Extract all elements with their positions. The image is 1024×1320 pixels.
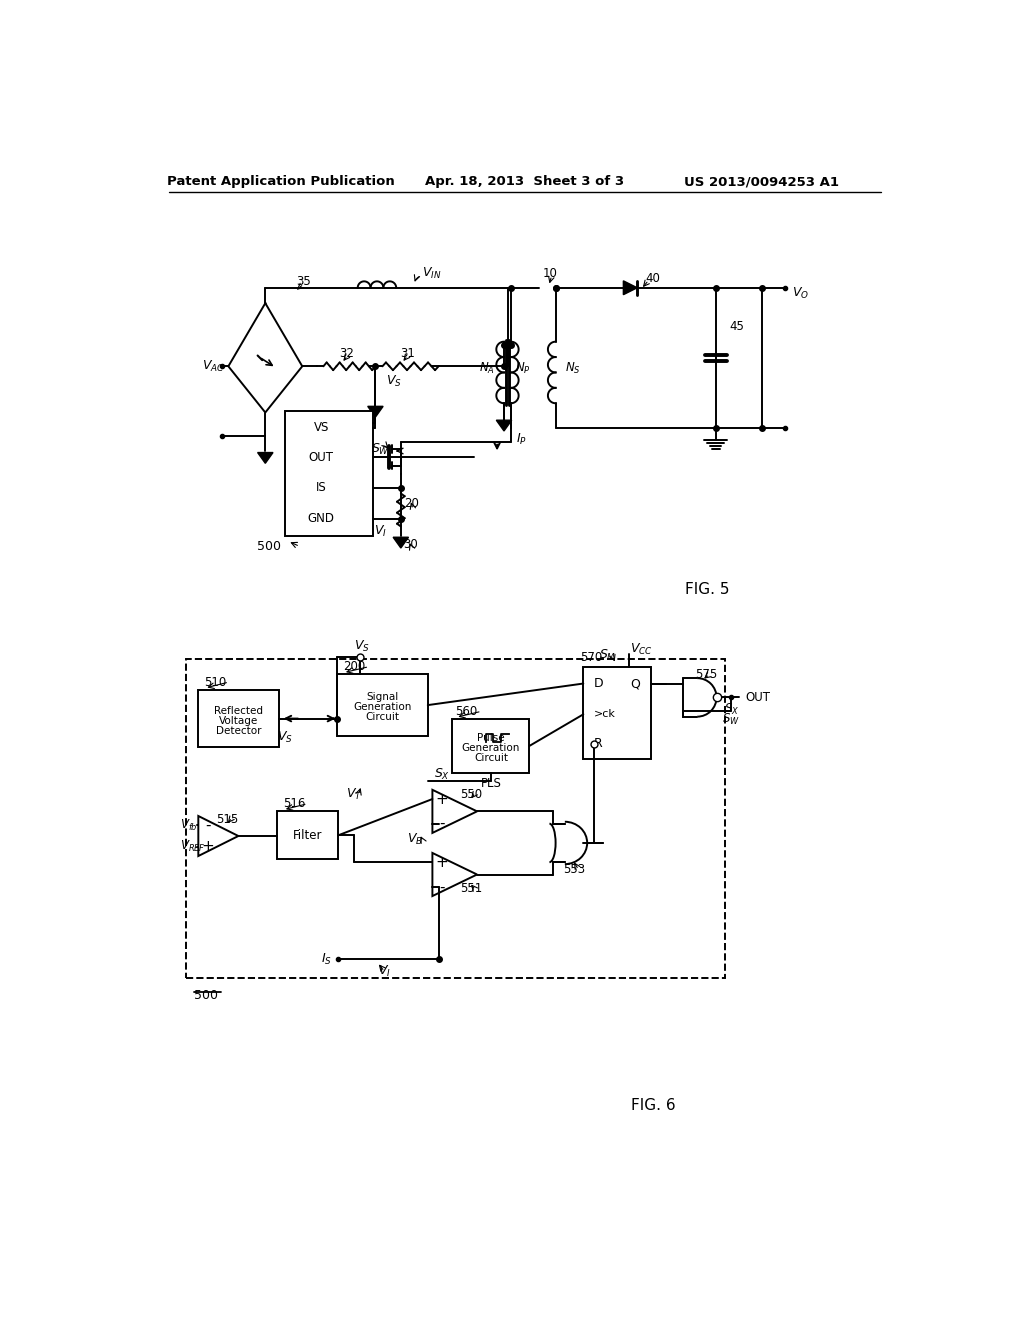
Text: $V_T$: $V_T$ [346,787,362,803]
Text: +: + [201,840,214,854]
Text: D: D [594,677,604,690]
Text: $V_I$: $V_I$ [378,964,391,979]
Text: Circuit: Circuit [474,754,508,763]
Bar [186,659,725,978]
Text: $N_A$: $N_A$ [479,362,495,376]
Text: Apr. 18, 2013  Sheet 3 of 3: Apr. 18, 2013 Sheet 3 of 3 [425,176,625,187]
Text: GND: GND [307,512,335,525]
Text: Pulse: Pulse [477,733,505,743]
Text: Q: Q [631,677,640,690]
Text: $S_W$: $S_W$ [722,711,740,726]
Text: $I_S$: $I_S$ [322,952,333,966]
Polygon shape [393,537,409,548]
Text: -: - [439,879,444,895]
Polygon shape [368,407,383,417]
Text: $V_S$: $V_S$ [276,730,293,744]
Polygon shape [258,453,273,463]
Text: 200: 200 [343,660,366,673]
Text: 32: 32 [339,347,353,360]
Polygon shape [624,281,637,294]
Bar [584,667,651,759]
Text: 500: 500 [257,540,282,553]
Text: Filter: Filter [293,829,323,842]
Text: 510: 510 [205,676,226,689]
Bar [285,411,373,536]
Bar [276,812,339,859]
Text: Generation: Generation [462,743,520,754]
Text: $V_{IN}$: $V_{IN}$ [422,267,441,281]
Text: PLS: PLS [480,777,502,791]
Text: +: + [435,854,449,870]
Text: +: + [435,792,449,807]
Text: $V_{fb}$: $V_{fb}$ [180,817,198,833]
Text: 10: 10 [543,268,558,280]
Text: Voltage: Voltage [219,715,258,726]
Text: -: - [205,817,210,833]
Text: Detector: Detector [216,726,261,735]
Text: FIG. 6: FIG. 6 [631,1098,676,1113]
Text: 31: 31 [400,347,415,360]
Text: $I_P$: $I_P$ [516,432,527,447]
Text: OUT: OUT [308,450,334,463]
Text: 553: 553 [563,862,585,875]
Text: $N_S$: $N_S$ [564,362,581,376]
Text: 550: 550 [460,788,482,801]
Text: Generation: Generation [353,702,412,713]
Text: 30: 30 [402,539,418,552]
Text: Circuit: Circuit [366,713,399,722]
Text: 570: 570 [581,651,602,664]
Text: 500: 500 [194,989,218,1002]
Text: $V_B$: $V_B$ [408,832,423,846]
Text: Patent Application Publication: Patent Application Publication [167,176,394,187]
Text: US 2013/0094253 A1: US 2013/0094253 A1 [684,176,840,187]
Text: Signal: Signal [367,693,398,702]
Text: 551: 551 [460,882,482,895]
Text: $S_X$: $S_X$ [724,701,738,717]
Text: 40: 40 [645,272,659,285]
Text: $V_{CC}$: $V_{CC}$ [631,642,653,657]
Text: $S_M$: $S_M$ [599,648,616,664]
Text: Reflected: Reflected [214,706,263,715]
Text: $V_S$: $V_S$ [386,374,402,389]
Text: $S_X$: $S_X$ [433,767,450,781]
Text: 35: 35 [296,275,311,288]
Text: $V_O$: $V_O$ [792,286,809,301]
Text: -: - [439,816,444,832]
Text: $V_{REF}$: $V_{REF}$ [180,840,206,854]
Text: 20: 20 [404,496,419,510]
Text: VS: VS [313,421,329,434]
Text: 515: 515 [216,813,239,825]
Text: 560: 560 [456,705,478,718]
Text: 575: 575 [695,668,718,681]
Text: $V_S$: $V_S$ [353,639,370,655]
Text: $V_I$: $V_I$ [375,524,387,539]
Bar [199,689,280,747]
Text: $N_P$: $N_P$ [515,362,531,376]
Text: $S_W$: $S_W$ [372,442,390,457]
Bar [337,675,428,737]
Polygon shape [497,420,512,430]
Text: >ck: >ck [594,709,616,719]
Text: 45: 45 [730,319,744,333]
Text: IS: IS [315,482,327,495]
Text: 516: 516 [283,797,305,810]
Text: OUT: OUT [745,690,770,704]
Text: $V_{AC}$: $V_{AC}$ [202,359,224,374]
Bar [453,719,529,774]
Text: R: R [594,737,603,750]
Text: FIG. 5: FIG. 5 [685,582,729,597]
